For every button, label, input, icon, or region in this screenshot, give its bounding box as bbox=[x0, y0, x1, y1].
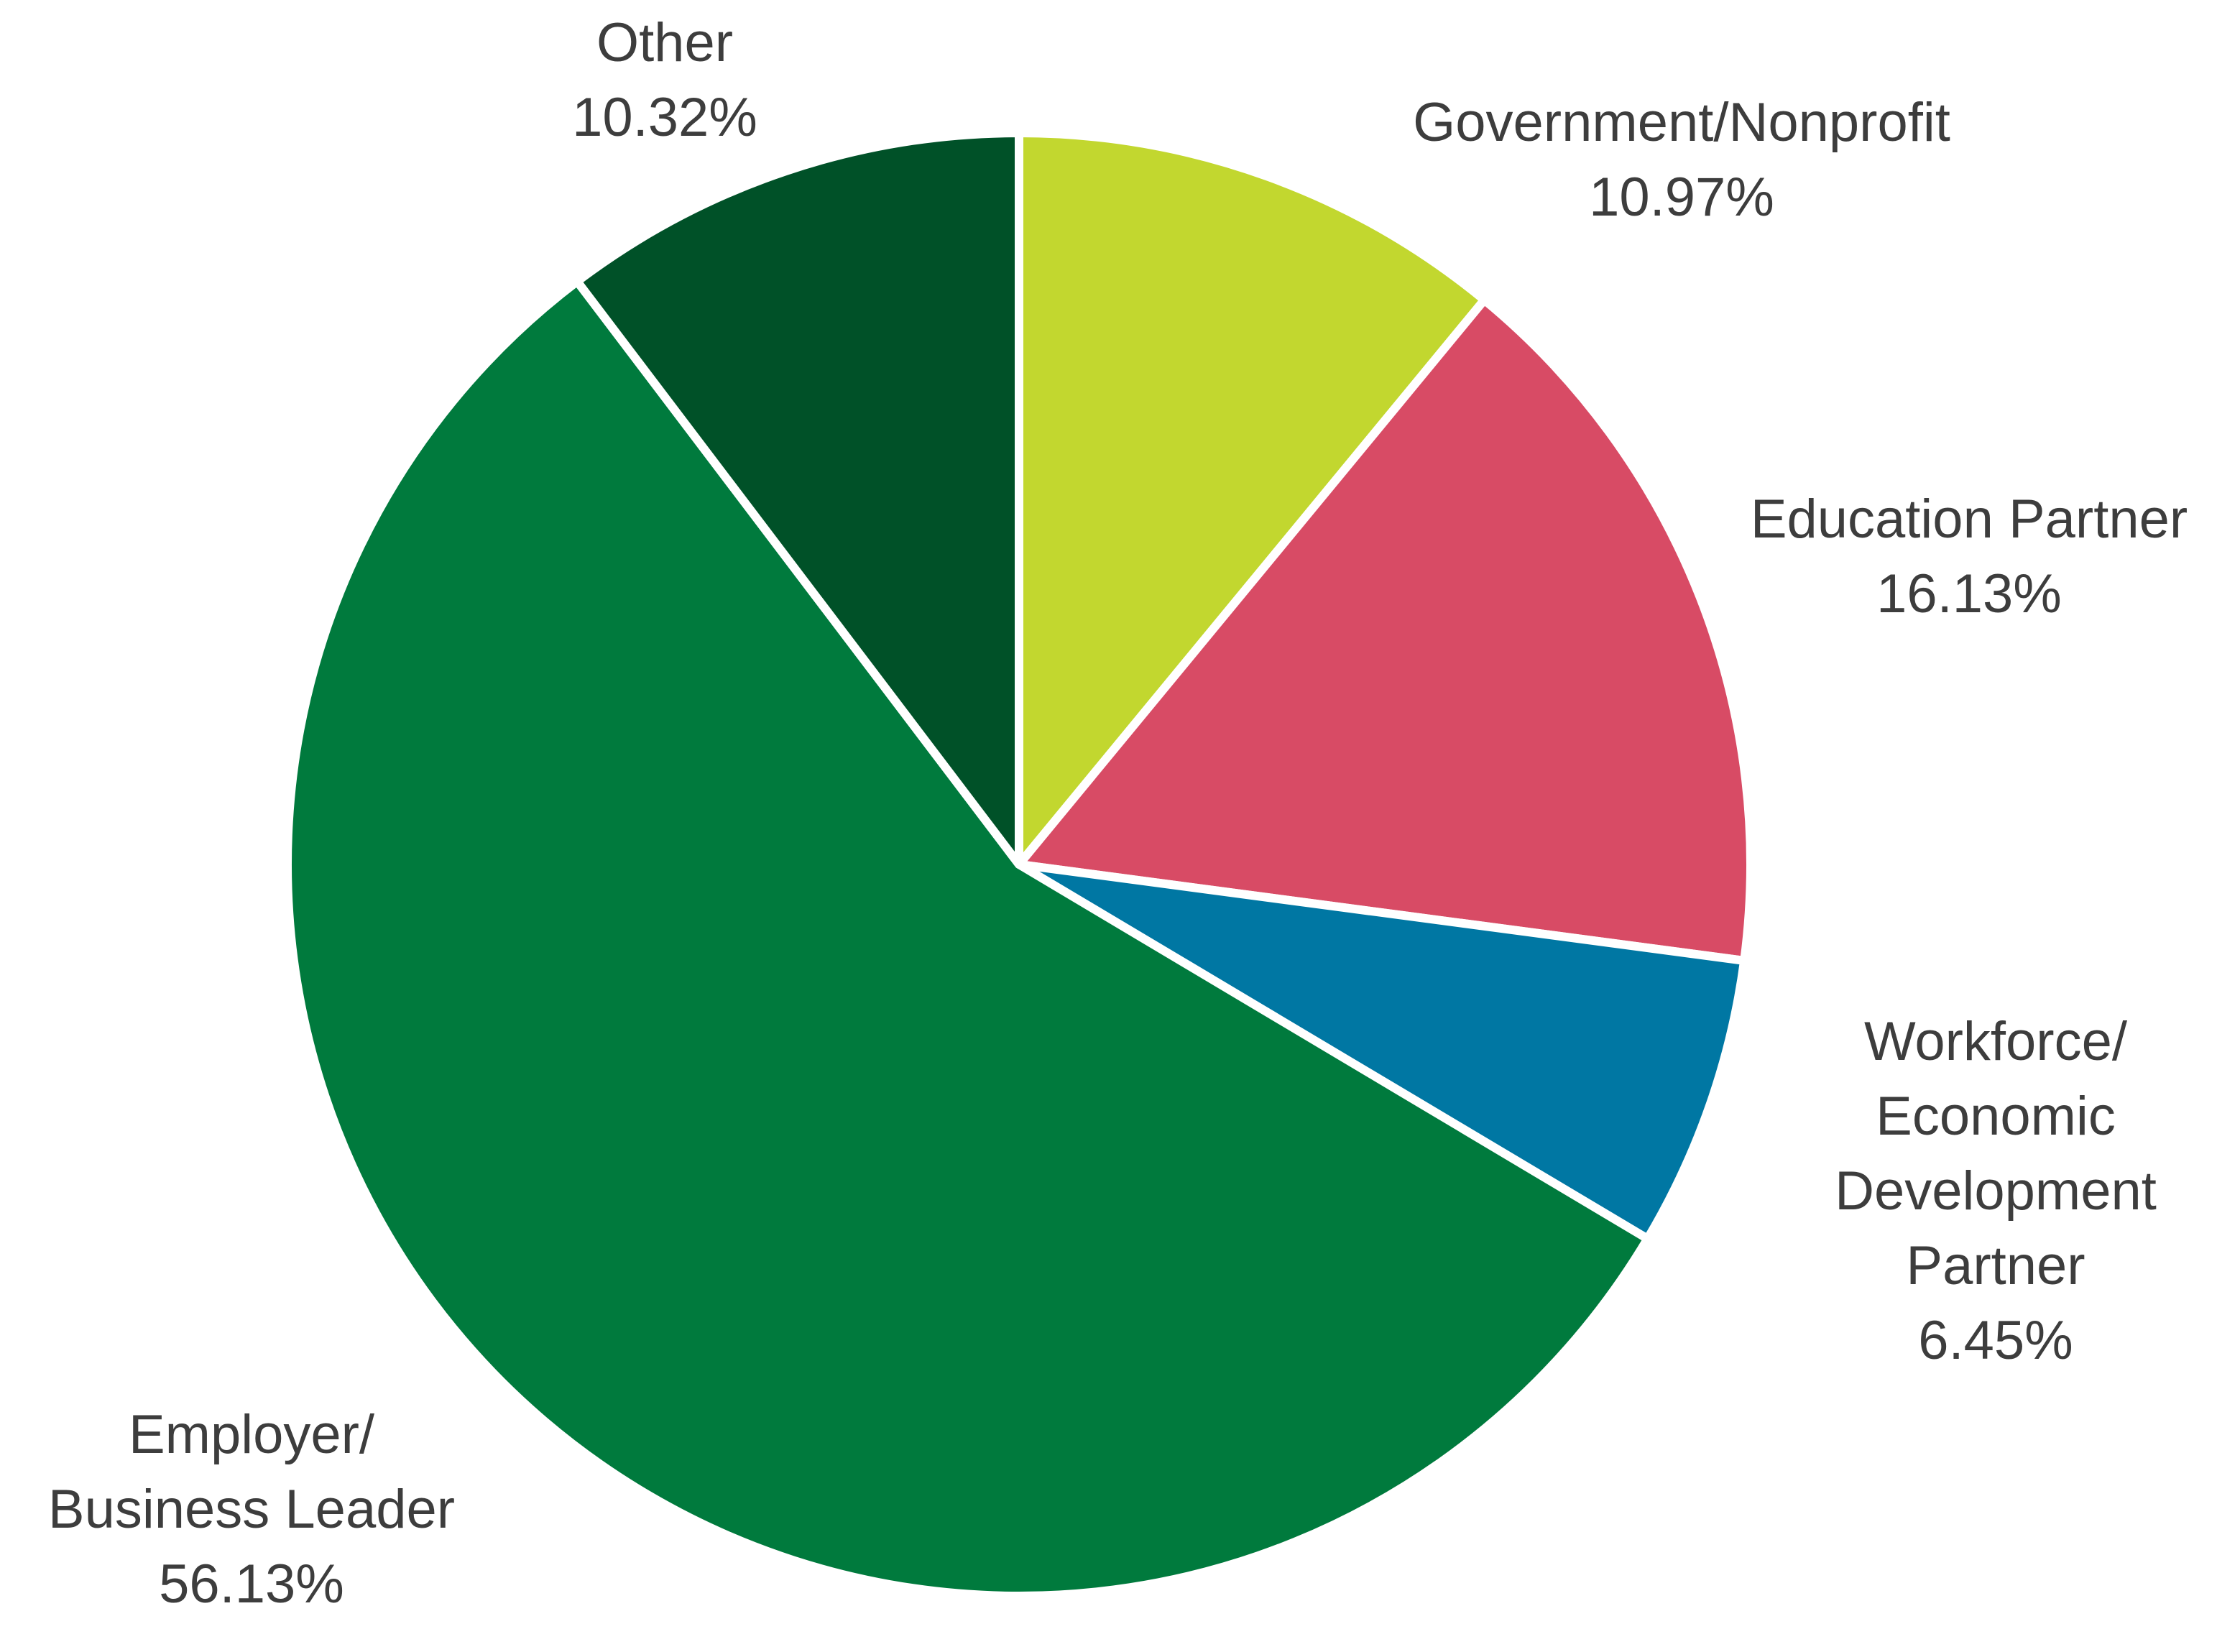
slice-name-label: Other bbox=[596, 12, 733, 73]
slice-name-label: Education Partner bbox=[1751, 489, 2188, 550]
slice-name-label: Partner bbox=[1906, 1235, 2085, 1296]
pie-slice-other bbox=[573, 129, 1023, 869]
pie-labels: Government/Nonprofit 10.97% Education Part… bbox=[48, 12, 2188, 1615]
slice-name-label: Business Leader bbox=[48, 1479, 455, 1540]
slice-value-label: 6.45% bbox=[1918, 1310, 2073, 1371]
slice-name-label: Development bbox=[1835, 1160, 2157, 1222]
slice-label-other: Other 10.32% bbox=[572, 12, 757, 148]
slice-label-employer-business-leader: Employer/Business Leader 56.13% bbox=[48, 1404, 455, 1615]
slice-value-label: 56.13% bbox=[159, 1554, 344, 1615]
pie-slice-employer-business-leader bbox=[283, 277, 1652, 1601]
slice-label-workforce-economic-development-partner: Workforce/Economic Development Partner 6.45… bbox=[1835, 1011, 2157, 1371]
slice-name-label: Economic bbox=[1876, 1086, 2116, 1147]
slice-value-label: 16.13% bbox=[1876, 563, 2062, 624]
slice-name-label: Employer/ bbox=[129, 1404, 375, 1465]
slice-label-government-nonprofit: Government/Nonprofit 10.97% bbox=[1413, 92, 1950, 228]
slice-name-label: Workforce/ bbox=[1864, 1011, 2128, 1072]
pie-slice-workforce-economic-development-partner bbox=[1015, 860, 1749, 1243]
slice-name-label: Government/Nonprofit bbox=[1413, 92, 1950, 153]
slice-label-education-partner: Education Partner 16.13% bbox=[1751, 489, 2188, 624]
slice-value-label: 10.97% bbox=[1589, 167, 1774, 228]
pie-slice-education-partner bbox=[1015, 295, 1755, 965]
pie-slice-government-nonprofit bbox=[1015, 129, 1489, 869]
slice-value-label: 10.32% bbox=[572, 87, 757, 148]
pie-slices bbox=[283, 129, 1755, 1601]
